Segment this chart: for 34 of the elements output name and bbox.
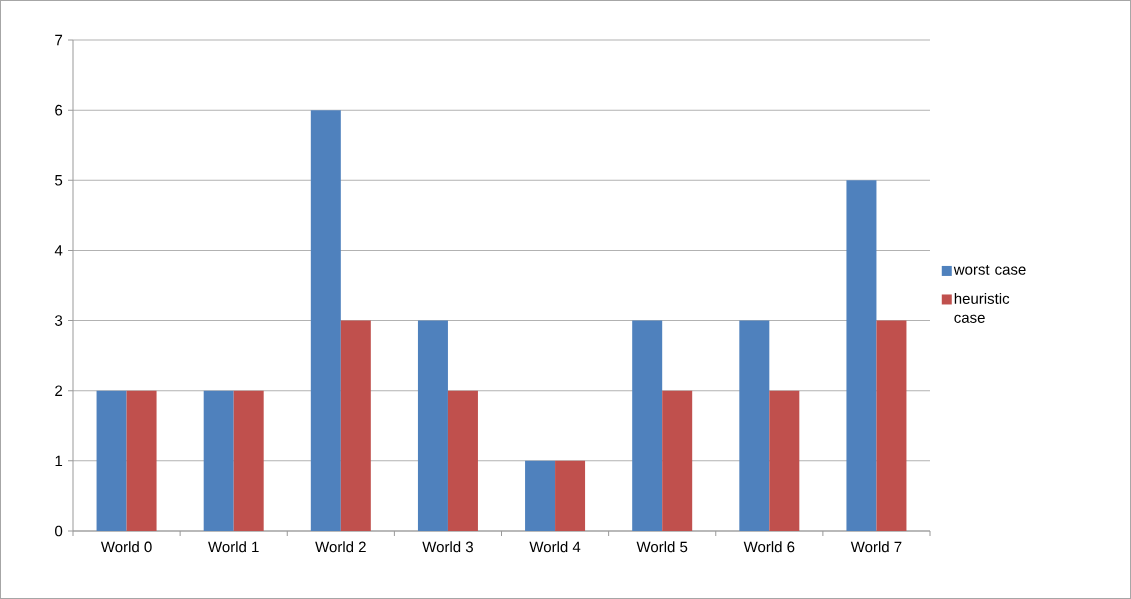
bar — [340, 320, 371, 531]
bar — [739, 320, 770, 531]
y-tick-label: 4 — [54, 245, 63, 256]
bar — [525, 460, 556, 531]
x-tick-label: World 4 — [529, 541, 581, 553]
bar — [876, 320, 907, 531]
legend-label: heuristic case — [954, 292, 1010, 323]
x-tick-label: World 3 — [422, 541, 473, 553]
y-tick-label: 7 — [55, 34, 63, 46]
legend-label: worst case — [953, 264, 1026, 275]
bar — [417, 320, 448, 531]
bar — [126, 390, 157, 531]
bar — [555, 460, 586, 531]
bar — [310, 110, 341, 531]
bar — [662, 390, 693, 531]
x-tick-label: World 7 — [850, 541, 902, 553]
bar — [203, 390, 234, 531]
x-tick-label: World 5 — [636, 541, 688, 553]
y-tick-label: 3 — [55, 315, 63, 326]
y-tick-label: 5 — [55, 175, 63, 186]
bar — [233, 390, 264, 531]
y-tick-label: 0 — [55, 525, 63, 537]
x-tick-label: World 2 — [315, 541, 366, 553]
x-tick-label: World 0 — [100, 541, 152, 553]
bar — [96, 390, 127, 531]
x-tick-label: World 6 — [743, 541, 795, 553]
bar — [769, 390, 800, 531]
x-tick-label: World 1 — [208, 541, 259, 553]
y-tick-label: 2 — [55, 385, 63, 396]
bar — [447, 390, 478, 531]
bar — [632, 320, 663, 531]
y-tick-label: 6 — [55, 104, 63, 116]
bar — [846, 180, 877, 531]
y-tick-label: 1 — [55, 455, 63, 467]
